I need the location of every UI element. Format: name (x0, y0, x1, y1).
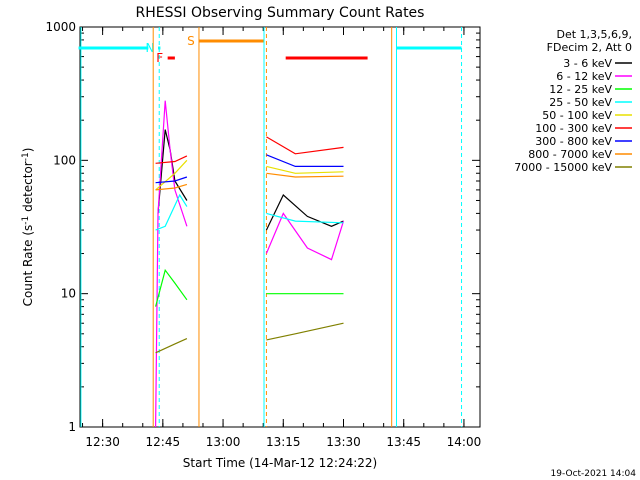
legend-entry-label: 7000 - 15000 keV (514, 161, 612, 174)
x-tick-label: 13:45 (386, 435, 421, 449)
generation-timestamp: 19-Oct-2021 14:04 (551, 469, 637, 479)
legend-header: FDecim 2, Att 0 (547, 41, 632, 54)
series-line (266, 136, 344, 155)
legend-entry-label: 12 - 25 keV (549, 83, 612, 96)
data-series (155, 100, 345, 428)
legend-header: Det 1,3,5,6,9, (556, 28, 632, 41)
y-tick-label: 100 (53, 153, 76, 167)
series-line (155, 338, 188, 354)
series-line (266, 322, 344, 341)
x-tick-label: 12:45 (146, 435, 181, 449)
y-axis-label-sup: -1 (21, 216, 31, 225)
legend: Det 1,3,5,6,9,FDecim 2, Att 0 3 - 6 keV6 … (514, 28, 632, 174)
x-tick-label: 13:00 (206, 435, 241, 449)
y-tick-label: 10 (61, 287, 76, 301)
y-axis-label-sup2: -1 (21, 152, 31, 161)
x-tick-label: 13:30 (326, 435, 361, 449)
legend-entry-label: 50 - 100 keV (542, 109, 612, 122)
y-tick-label: 1 (68, 420, 76, 434)
time-boundaries (80, 27, 463, 427)
series-line (155, 193, 188, 231)
legend-entry-label: 3 - 6 keV (563, 57, 612, 70)
series-line (155, 159, 188, 191)
flag-label: S (187, 34, 195, 48)
series-line (155, 176, 188, 184)
flag-label: N (146, 41, 155, 55)
observing-flags: FNS (78, 34, 462, 65)
plot-frame (79, 26, 481, 428)
series-line (266, 172, 344, 178)
x-tick-label: 13:15 (266, 435, 301, 449)
legend-entry-label: 300 - 800 keV (535, 135, 612, 148)
chart-title: RHESSI Observing Summary Count Rates (136, 5, 425, 21)
y-axis-label-mid: detector (21, 161, 35, 216)
legend-entry-label: 6 - 12 keV (556, 70, 612, 83)
y-tick-label: 1000 (45, 20, 76, 34)
series-line (155, 100, 188, 428)
series-line (155, 268, 188, 307)
y-axis-label-end: ) (21, 148, 35, 153)
y-axis-label: Count Rate (s-1 detector-1) (21, 148, 35, 307)
legend-entry-label: 100 - 300 keV (535, 122, 612, 135)
series-line (266, 154, 344, 167)
legend-entry-label: 800 - 7000 keV (528, 148, 612, 161)
legend-entry-label: 25 - 50 keV (549, 96, 612, 109)
series-line (266, 165, 344, 174)
x-axis-label: Start Time (14-Mar-12 12:24:22) (183, 456, 377, 470)
x-tick-label: 12:30 (85, 435, 120, 449)
x-tick-label: 14:00 (447, 435, 482, 449)
series-line (266, 212, 344, 224)
series-line (155, 155, 188, 164)
series-line (265, 212, 345, 261)
series-line (265, 194, 344, 231)
y-axis-label-part: Count Rate (s (21, 225, 35, 307)
series-line (155, 183, 188, 191)
